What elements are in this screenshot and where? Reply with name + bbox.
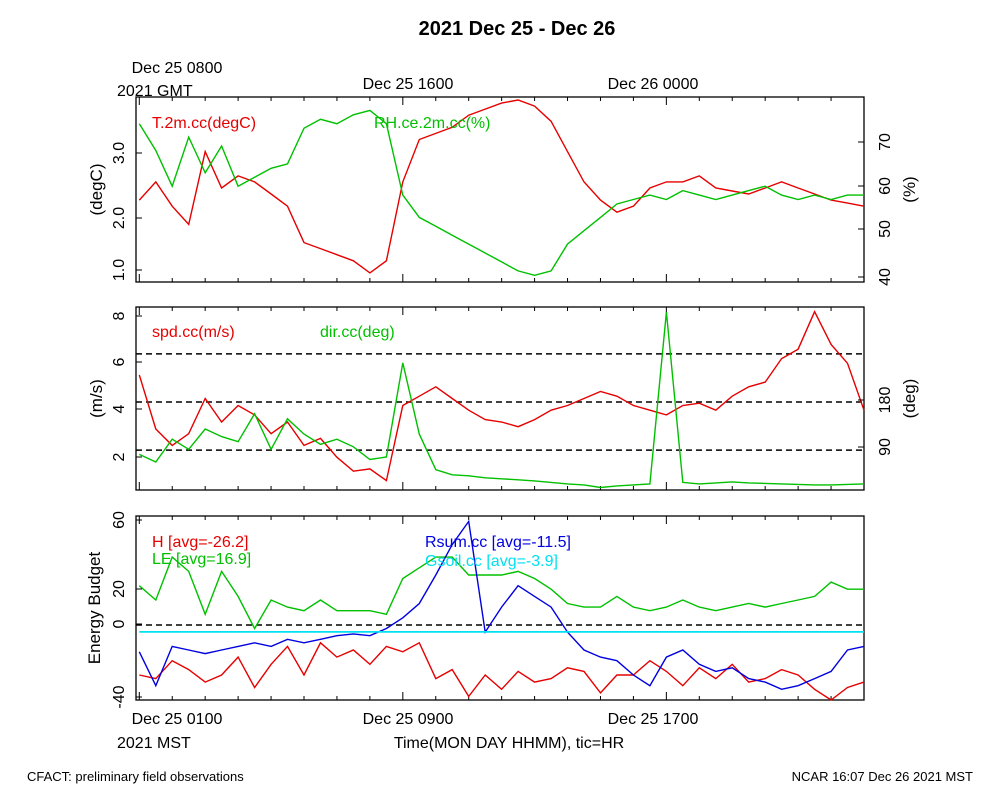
top-axis-label-3: Dec 26 0000 (608, 76, 699, 93)
bottom-axis-label-1: Dec 25 0100 (132, 711, 223, 728)
y-tick-label-left: 20 (111, 580, 128, 598)
panel-frame (135, 306, 865, 491)
y-tick-label-right: 50 (877, 220, 894, 238)
legend-label-2: dir.cc(deg) (320, 324, 395, 341)
legend-label-1: H [avg=-26.2] (152, 534, 249, 551)
y-tick-label-left: 60 (111, 511, 128, 529)
y-axis-title-left: (degC) (87, 164, 106, 216)
y-tick-label-left: 0 (111, 619, 128, 628)
series-line-3 (138, 519, 865, 691)
legend-label-3: Rsum.cc [avg=-11.5] (425, 534, 571, 551)
y-tick-label-left: 1.0 (111, 259, 128, 281)
footer-left: CFACT: preliminary field observations (27, 769, 244, 784)
y-tick-label-right: 60 (877, 177, 894, 195)
y-tick-label-left: 2 (111, 452, 128, 461)
bottom-axis-label-2: Dec 25 0900 (363, 711, 454, 728)
y-tick-label-left: 4 (111, 404, 128, 413)
legend-label-2: RH.ce.2m.cc(%) (374, 115, 490, 132)
y-axis-title-right: (%) (900, 176, 919, 202)
y-axis-title-left: Energy Budget (85, 551, 104, 664)
legend-label-2: LE [avg=16.9] (152, 551, 251, 568)
top-axis-label-2: Dec 25 1600 (363, 76, 454, 93)
top-axis-sublabel: 2021 GMT (117, 83, 193, 100)
wind-panel: spd.cc(m/s) dir.cc(deg) 2 4 6 8 90 180 (m/s) (deg… (87, 306, 919, 491)
top-axis-label-1: Dec 25 0800 (132, 60, 223, 77)
y-tick-label-left: 6 (111, 357, 128, 366)
legend-label-1: T.2m.cc(degC) (152, 115, 256, 132)
series-line-2 (138, 109, 864, 277)
y-tick-label-left: -40 (111, 685, 128, 708)
series-line-2 (139, 312, 865, 489)
y-tick-label-left: 3.0 (111, 142, 128, 164)
y-tick-label-left: 2.0 (111, 207, 128, 229)
x-axis-title: Time(MON DAY HHMM), tic=HR (394, 735, 624, 752)
series-line-1 (138, 310, 865, 482)
legend-label-1: spd.cc(m/s) (152, 324, 235, 341)
y-axis-title-right: (deg) (900, 379, 919, 419)
y-tick-label-right: 180 (877, 387, 894, 414)
legend-label-4: Gsoil.cc [avg=-3.9] (425, 553, 558, 570)
y-tick-label-left: 8 (111, 311, 128, 320)
panel-frame (135, 96, 865, 283)
energy-budget-panel: H [avg=-26.2]LE [avg=16.9] Rsum.cc [avg=-… (85, 511, 865, 709)
bottom-axis-label-3: Dec 25 1700 (608, 711, 699, 728)
y-tick-label-right: 90 (877, 438, 894, 456)
panel-frame (135, 515, 865, 701)
series-line-1 (138, 99, 865, 274)
footer-right: NCAR 16:07 Dec 26 2021 MST (792, 769, 973, 784)
y-axis-title-left: (m/s) (87, 379, 106, 418)
y-tick-label-right: 70 (877, 133, 894, 151)
figure-title: 2021 Dec 25 - Dec 26 (419, 18, 616, 40)
series-line-1 (139, 641, 865, 701)
series-line-2 (138, 555, 864, 630)
temperature-humidity-panel: T.2m.cc(degC) RH.ce.2m.cc(%) 1.0 2.0 3.0 40 50… (87, 96, 919, 286)
bottom-axis-sublabel: 2021 MST (117, 735, 191, 752)
y-tick-label-right: 40 (877, 268, 894, 286)
